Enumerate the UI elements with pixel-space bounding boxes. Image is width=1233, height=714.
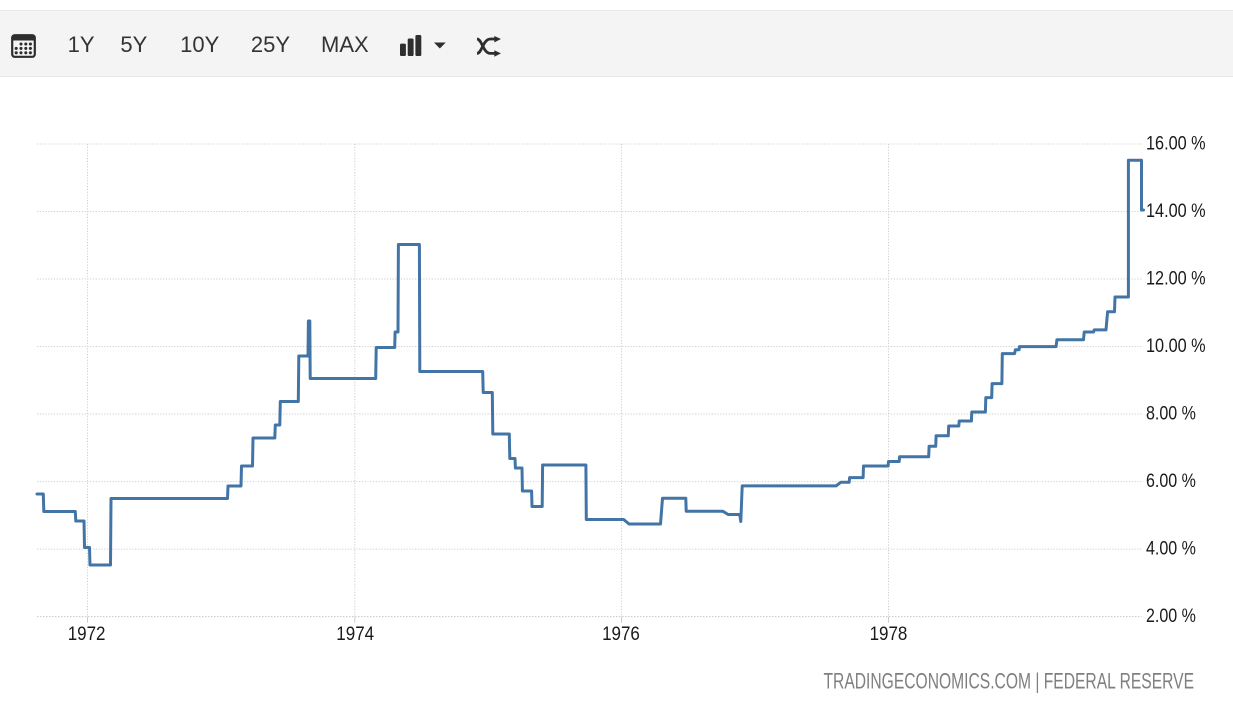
svg-text:6.00 %: 6.00 % <box>1146 470 1196 492</box>
svg-text:TRADINGECONOMICS.COM | FEDERAL: TRADINGECONOMICS.COM | FEDERAL RESERVE <box>824 668 1195 693</box>
svg-text:1972: 1972 <box>68 624 106 645</box>
svg-text:16.00 %: 16.00 % <box>1146 132 1206 154</box>
svg-text:10.00 %: 10.00 % <box>1146 335 1206 357</box>
svg-text:1978: 1978 <box>870 624 908 645</box>
svg-text:14.00 %: 14.00 % <box>1146 200 1206 222</box>
svg-text:1974: 1974 <box>336 624 374 645</box>
svg-text:2.00 %: 2.00 % <box>1146 605 1196 627</box>
svg-text:8.00 %: 8.00 % <box>1146 402 1196 424</box>
svg-text:4.00 %: 4.00 % <box>1146 538 1196 560</box>
svg-text:1976: 1976 <box>602 624 640 645</box>
svg-text:12.00 %: 12.00 % <box>1146 267 1206 289</box>
